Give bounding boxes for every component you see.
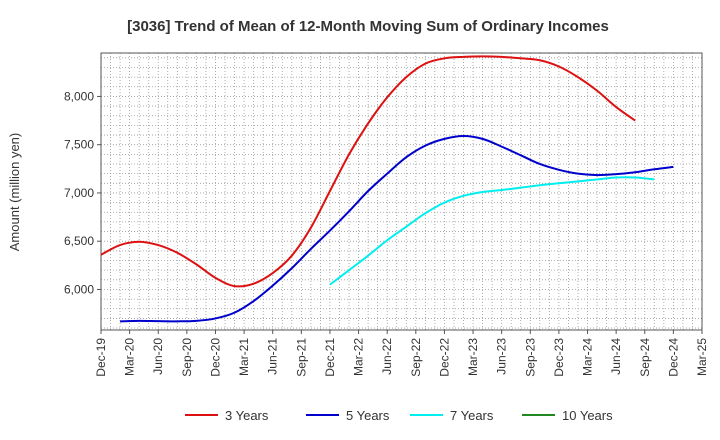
- x-tick-label: Dec-23: [552, 338, 566, 377]
- x-tick-label: Sep-22: [409, 338, 423, 377]
- legend-label-7-years: 7 Years: [450, 408, 494, 423]
- x-tick-label: Mar-23: [466, 338, 480, 376]
- x-tick-label: Dec-22: [437, 338, 451, 377]
- plot-area: [100, 52, 703, 331]
- x-tick-label: Mar-20: [123, 338, 137, 376]
- x-tick-label: Dec-19: [94, 338, 108, 377]
- legend: 3 Years 5 Years 7 Years 10 Years: [185, 408, 613, 423]
- y-tick-label: 6,500: [64, 234, 94, 248]
- x-tick-label: Dec-24: [666, 338, 680, 377]
- gridlines: [101, 53, 702, 330]
- y-tick-label: 8,000: [64, 89, 94, 103]
- x-tick-label: Jun-24: [609, 338, 623, 375]
- x-tick-label: Sep-24: [638, 338, 652, 377]
- legend-label-3-years: 3 Years: [225, 408, 269, 423]
- x-tick-label: Jun-22: [380, 338, 394, 375]
- y-tick-label: 7,000: [64, 186, 94, 200]
- legend-label-10-years: 10 Years: [562, 408, 613, 423]
- x-tick-label: Mar-22: [352, 338, 366, 376]
- y-axis-ticks: 6,000 6,500 7,000 7,500 8,000: [64, 89, 101, 296]
- x-tick-label: Sep-20: [180, 338, 194, 377]
- series-line-7-years: [329, 176, 655, 286]
- x-tick-label: Mar-25: [695, 338, 709, 376]
- y-tick-label: 6,000: [64, 282, 94, 296]
- x-tick-label: Jun-23: [495, 338, 509, 375]
- series-line-3-years: [100, 55, 636, 288]
- x-tick-label: Mar-24: [581, 338, 595, 376]
- x-tick-label: Mar-21: [237, 338, 251, 376]
- x-tick-label: Sep-23: [523, 338, 537, 377]
- x-tick-label: Jun-21: [266, 338, 280, 375]
- series-lines: [100, 55, 674, 323]
- x-axis-ticks: Dec-19 Mar-20 Jun-20 Sep-20 Dec-20 Mar-21 Jun-…: [94, 330, 709, 377]
- x-tick-label: Jun-20: [151, 338, 165, 375]
- y-tick-label: 7,500: [64, 138, 94, 152]
- series-line-5-years: [120, 135, 674, 323]
- chart-title: [3036] Trend of Mean of 12-Month Moving …: [127, 18, 609, 35]
- x-tick-label: Dec-20: [208, 338, 222, 377]
- x-tick-label: Dec-21: [323, 338, 337, 377]
- legend-label-5-years: 5 Years: [346, 408, 390, 423]
- y-axis-label: Amount (million yen): [7, 133, 22, 252]
- x-tick-label: Sep-21: [294, 338, 308, 377]
